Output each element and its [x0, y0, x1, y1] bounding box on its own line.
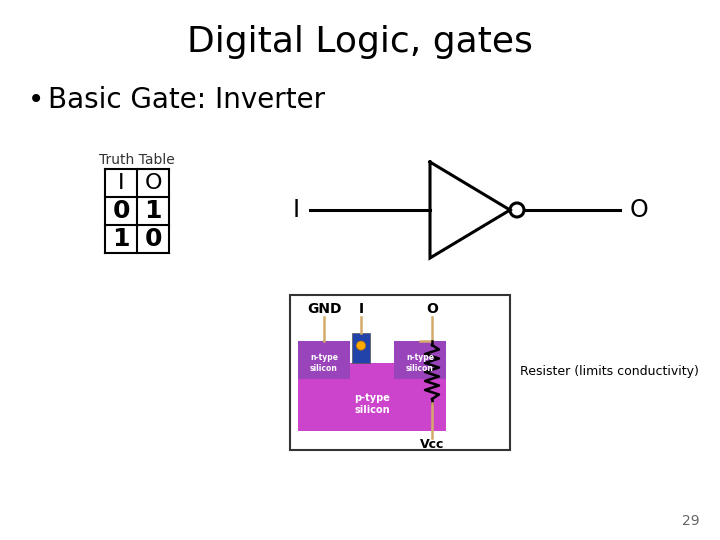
Bar — [352, 333, 370, 363]
Text: Digital Logic, gates: Digital Logic, gates — [187, 25, 533, 59]
Text: O: O — [144, 173, 162, 193]
Text: Resister (limits conductivity): Resister (limits conductivity) — [520, 364, 699, 377]
Bar — [290, 295, 510, 450]
Text: I: I — [359, 302, 364, 316]
Text: 1: 1 — [144, 199, 162, 223]
Text: 1: 1 — [112, 227, 130, 251]
Circle shape — [356, 341, 366, 350]
Text: GND: GND — [307, 302, 341, 316]
Bar — [298, 363, 446, 431]
Text: I: I — [118, 173, 125, 193]
Text: p-type
silicon: p-type silicon — [354, 393, 390, 415]
Text: 29: 29 — [683, 514, 700, 528]
Text: I: I — [293, 198, 300, 222]
Bar — [394, 341, 446, 379]
Text: Vcc: Vcc — [420, 438, 444, 451]
Text: 0: 0 — [112, 199, 130, 223]
Text: O: O — [426, 302, 438, 316]
Text: 0: 0 — [144, 227, 162, 251]
Text: Basic Gate: Inverter: Basic Gate: Inverter — [48, 86, 325, 114]
Text: n-type
silicon: n-type silicon — [310, 353, 338, 373]
Text: Truth Table: Truth Table — [99, 153, 175, 167]
Text: n-type
silicon: n-type silicon — [406, 353, 434, 373]
Text: •: • — [28, 86, 44, 114]
Text: O: O — [630, 198, 649, 222]
Bar — [298, 341, 350, 379]
